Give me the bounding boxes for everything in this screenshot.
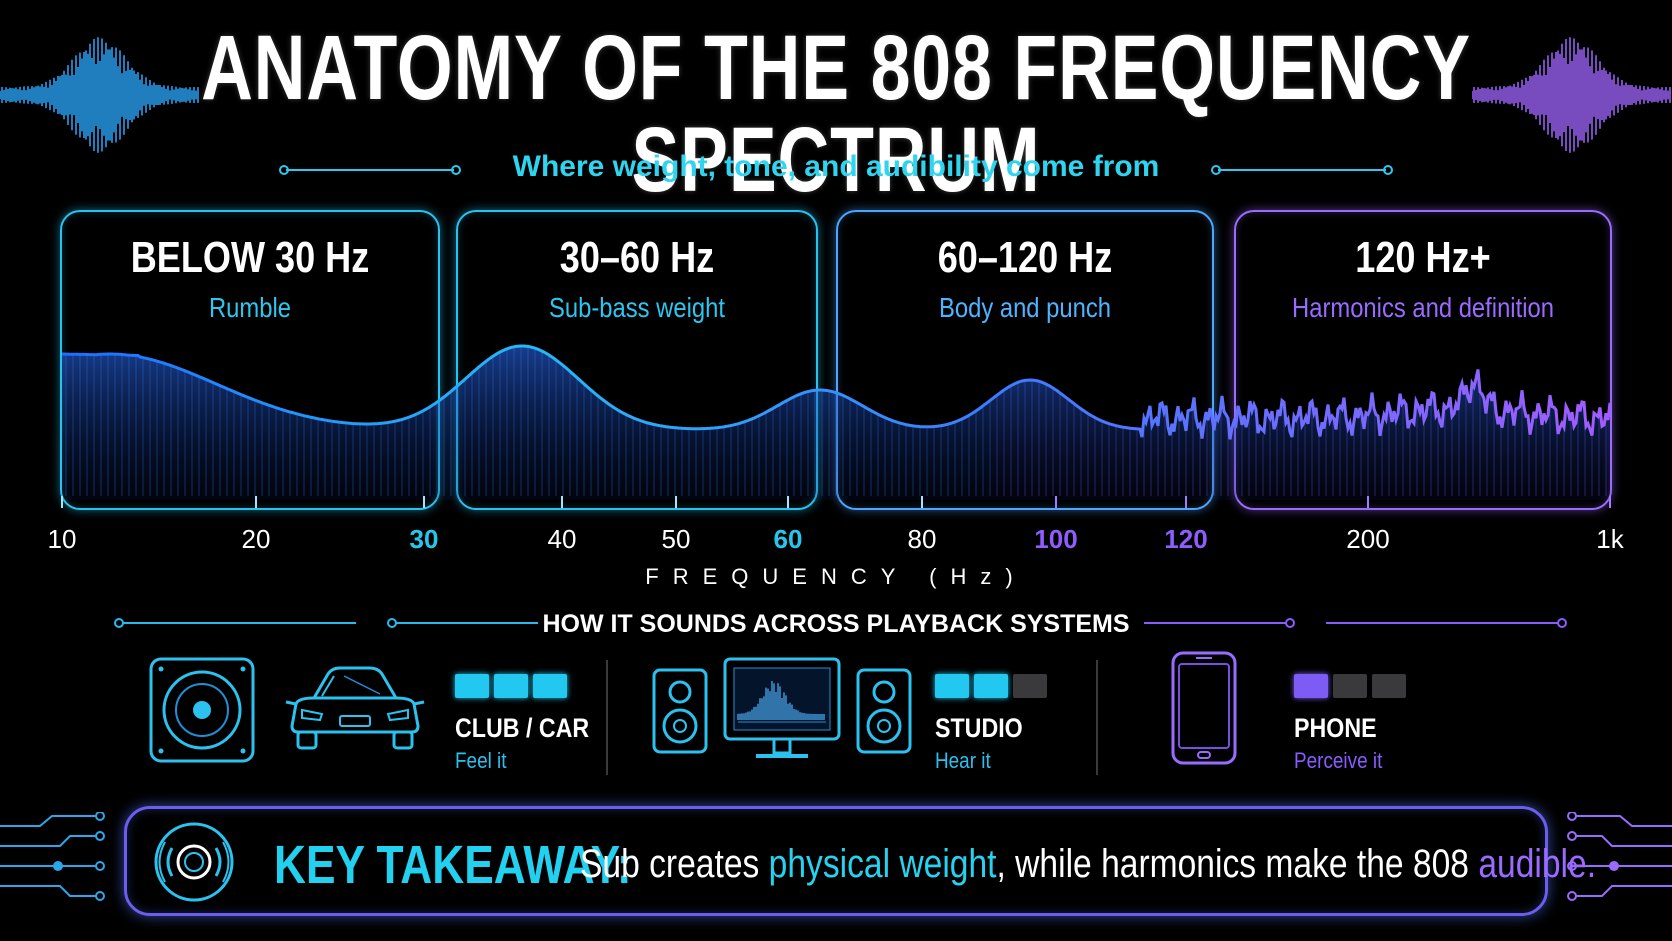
waveform-right-icon	[1472, 37, 1671, 153]
car-icon	[285, 666, 425, 750]
studio-monitor-right-icon	[856, 668, 912, 754]
axis-tick-label: 40	[547, 524, 577, 554]
axis-tick-label: 200	[1346, 524, 1390, 554]
band-range: 120 Hz+	[1355, 233, 1491, 282]
axis-tick-label: 80	[907, 524, 937, 554]
band-description: Body and punch	[938, 292, 1112, 323]
x-axis-label: FREQUENCY (Hz)	[645, 564, 1027, 589]
playback-heading: HOW IT SOUNDS ACROSS PLAYBACK SYSTEMS	[542, 610, 1130, 638]
system-name: STUDIO	[935, 713, 1023, 743]
waveform-left-icon	[0, 37, 199, 153]
takeaway-highlight-audible: audible.	[1478, 842, 1597, 886]
sound-emitter-icon	[154, 822, 234, 902]
band-below-30: BELOW 30 Hz Rumble	[60, 210, 440, 510]
meter-segment	[974, 674, 1008, 698]
axis-tick-label: 30	[409, 524, 439, 554]
divider	[1096, 660, 1098, 775]
studio-display-icon	[723, 657, 841, 758]
playback-deco-left	[114, 618, 538, 628]
meter-segment	[1333, 674, 1367, 698]
takeaway-part2: , while harmonics make the 808	[996, 842, 1479, 886]
phone-icon	[1171, 651, 1237, 765]
playback-deco-right	[1144, 618, 1567, 628]
circuit-deco-right	[1567, 812, 1672, 901]
meter-segment	[1013, 674, 1047, 698]
axis-tick-label: 60	[773, 524, 803, 554]
band-range: 30–60 Hz	[559, 233, 715, 282]
band-description: Harmonics and definition	[1292, 292, 1554, 323]
divider	[606, 660, 608, 775]
subtitle-deco-right	[1211, 165, 1393, 175]
level-meter-club-car	[455, 674, 567, 698]
speaker-icon	[149, 657, 255, 763]
meter-segment	[533, 674, 567, 698]
system-description: Hear it	[935, 748, 991, 773]
meter-segment	[1294, 674, 1328, 698]
page-title: ANATOMY OF THE 808 FREQUENCY SPECTRUM	[201, 17, 1471, 211]
axis-tick-label: 120	[1164, 524, 1208, 554]
axis-tick-label: 10	[47, 524, 77, 554]
key-takeaway-panel	[124, 806, 1548, 916]
system-description: Perceive it	[1294, 748, 1383, 773]
meter-segment	[1372, 674, 1406, 698]
meter-segment	[455, 674, 489, 698]
meter-segment	[935, 674, 969, 698]
key-takeaway-text: Sub creates physical weight, while harmo…	[580, 844, 1596, 884]
band-range: 60–120 Hz	[937, 233, 1113, 282]
system-name: PHONE	[1294, 713, 1377, 743]
axis-tick-label: 100	[1034, 524, 1078, 554]
key-takeaway-label: KEY TAKEAWAY:	[274, 835, 632, 895]
subtitle-deco-left	[279, 165, 461, 175]
band-range: BELOW 30 Hz	[130, 233, 370, 282]
level-meter-studio	[935, 674, 1047, 698]
band-60-120: 60–120 Hz Body and punch	[836, 210, 1214, 510]
takeaway-part1: Sub creates	[580, 842, 769, 886]
page-subtitle: Where weight, tone, and audibility come …	[512, 150, 1160, 183]
studio-monitor-left-icon	[652, 668, 708, 754]
axis-tick-label: 1k	[1596, 524, 1624, 554]
band-description: Rumble	[208, 292, 291, 323]
meter-segment	[494, 674, 528, 698]
circuit-deco-left	[0, 812, 105, 901]
system-description: Feel it	[455, 748, 507, 773]
band-120-plus: 120 Hz+ Harmonics and definition	[1234, 210, 1612, 510]
axis-tick-label: 20	[241, 524, 271, 554]
level-meter-phone	[1294, 674, 1406, 698]
takeaway-highlight-weight: physical weight	[768, 842, 997, 886]
band-30-60: 30–60 Hz Sub-bass weight	[456, 210, 818, 510]
axis-tick-label: 50	[661, 524, 691, 554]
system-name: CLUB / CAR	[455, 713, 590, 743]
band-description: Sub-bass weight	[549, 292, 725, 323]
